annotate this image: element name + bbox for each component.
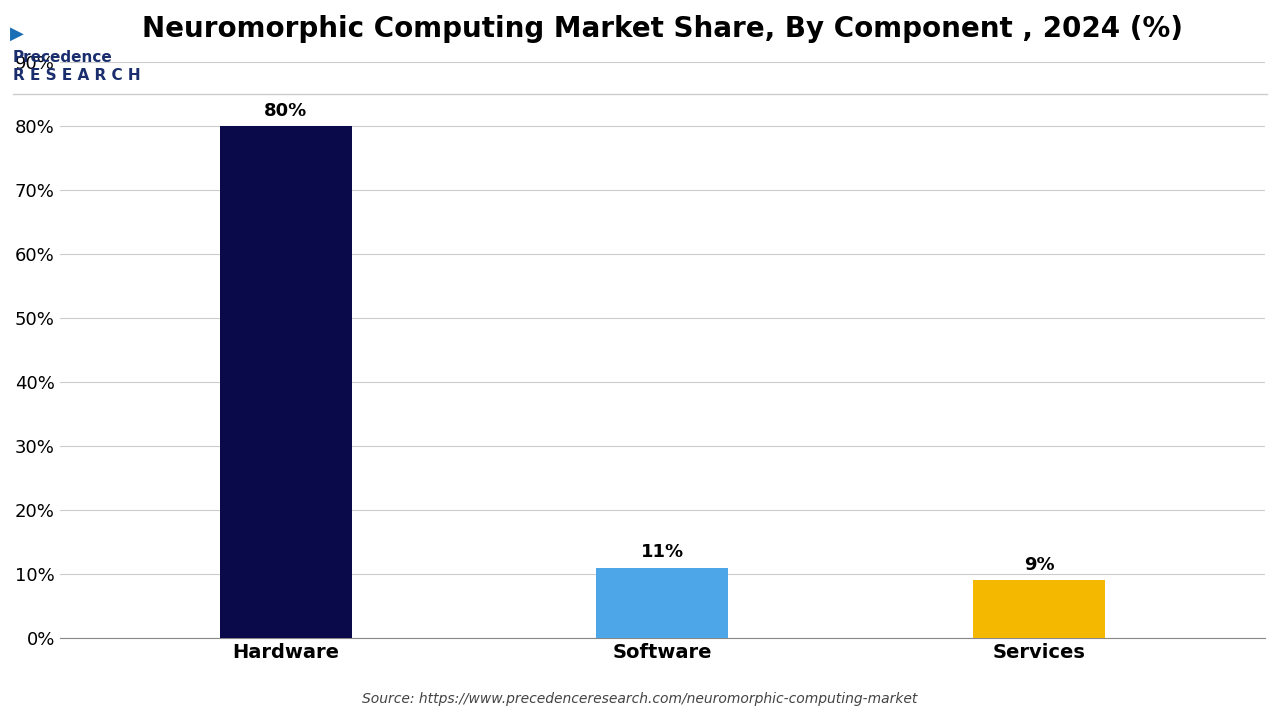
Text: Precedence
R E S E A R C H: Precedence R E S E A R C H	[13, 50, 141, 83]
Text: 9%: 9%	[1024, 556, 1055, 574]
Bar	[596, 567, 728, 638]
Text: ▶: ▶	[10, 25, 24, 43]
Bar	[220, 126, 352, 638]
Text: 11%: 11%	[641, 543, 684, 561]
Bar	[973, 580, 1105, 638]
Title: Neuromorphic Computing Market Share, By Component , 2024 (%): Neuromorphic Computing Market Share, By …	[142, 15, 1183, 43]
Text: 80%: 80%	[264, 102, 307, 120]
Text: Source: https://www.precedenceresearch.com/neuromorphic-computing-market: Source: https://www.precedenceresearch.c…	[362, 692, 918, 706]
